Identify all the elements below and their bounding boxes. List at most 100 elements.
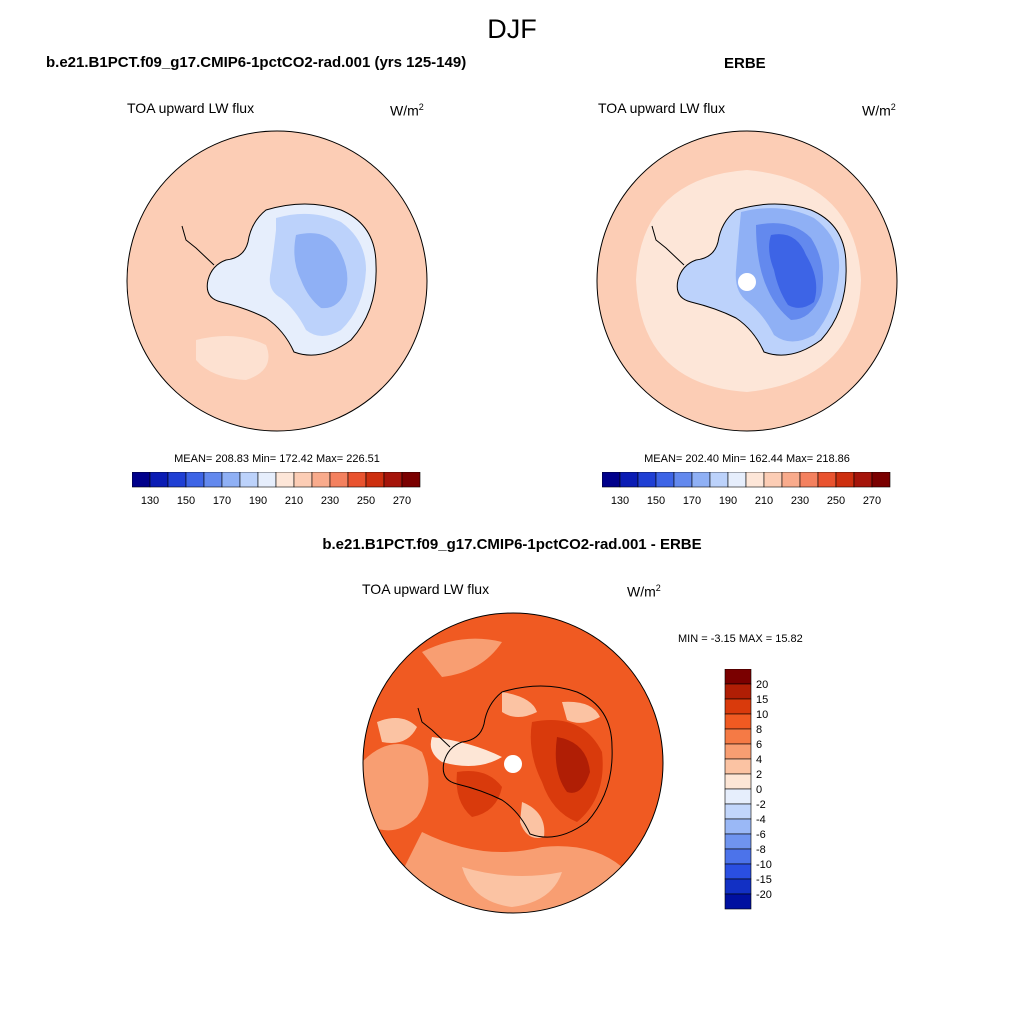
right-colorbar-tick-label: 130 (611, 495, 629, 507)
bottom-colorbar-tick-label: -20 (756, 889, 772, 901)
left-peninsula-coast (181, 225, 215, 266)
left-colorbar-swatch (221, 472, 241, 488)
right-colorbar-swatch (691, 472, 711, 488)
bottom-colorbar-swatch (724, 893, 752, 910)
bottom-variable-label: TOA upward LW flux (362, 581, 490, 597)
left-colorbar-tick-label: 190 (249, 495, 267, 507)
right-colorbar-tick-label: 230 (791, 495, 809, 507)
bottom-colorbar-tick-label: 15 (756, 694, 768, 706)
bottom-diff-pale-2 (377, 718, 417, 743)
bottom-colorbar-tick-label: -8 (756, 844, 766, 856)
right-peninsula-coast (651, 225, 685, 266)
left-units-label: W/m2 (390, 102, 424, 119)
bottom-colorbar-tick-label: 4 (756, 754, 762, 766)
bottom-colorbar-tick-label: 20 (756, 679, 768, 691)
left-colorbar-tick-label: 170 (213, 495, 231, 507)
left-colorbar-swatch (383, 472, 403, 488)
left-colorbar-labels: 130 150 170 190 210 230 250 270 (141, 495, 411, 507)
left-colorbar-swatch (347, 472, 367, 488)
bottom-colorbar-swatch (724, 773, 752, 790)
bottom-colorbar-tick-label: 8 (756, 724, 762, 736)
left-colorbar-swatch (257, 472, 277, 488)
bottom-colorbar-swatch (724, 788, 752, 805)
bottom-diff-pale-1 (462, 867, 562, 907)
bottom-colorbar-swatch (724, 669, 752, 685)
left-colorbar-swatch (311, 472, 331, 488)
right-colorbar-swatch (835, 472, 855, 488)
bottom-colorbar-tick-label: -15 (756, 874, 772, 886)
left-colorbar-tick-label: 150 (177, 495, 195, 507)
right-colorbar-swatch (781, 472, 801, 488)
right-map-border (596, 130, 898, 432)
bottom-diff-dark-2 (456, 771, 502, 817)
left-map-border (126, 130, 428, 432)
right-colorbar-swatch (871, 472, 891, 488)
right-colorbar-tick-label: 270 (863, 495, 881, 507)
right-polar-map (596, 130, 898, 432)
left-colorbar-swatch (149, 472, 169, 488)
left-colorbar-swatch (275, 472, 295, 488)
bottom-diff-darker-1 (555, 737, 590, 793)
right-colorbar-tick-label: 210 (755, 495, 773, 507)
left-coastline (206, 203, 377, 356)
left-colorbar-swatch (185, 472, 205, 488)
left-stats: MEAN= 208.83 Min= 172.42 Max= 226.51 (174, 453, 380, 465)
bottom-diff-pale-5 (520, 802, 545, 838)
right-colorbar-tick-label: 190 (719, 495, 737, 507)
right-colorbar-tick-label: 150 (647, 495, 665, 507)
bottom-colorbar-tick-label: -10 (756, 859, 772, 871)
bottom-colorbar-swatch (724, 818, 752, 835)
right-colorbar-tick-label: 250 (827, 495, 845, 507)
bottom-colorbar-swatch (724, 683, 752, 700)
right-colorbar-swatch (673, 472, 693, 488)
bottom-colorbar-swatch (724, 743, 752, 760)
left-polar-map (126, 130, 428, 432)
bottom-colorbar-tick-label: 10 (756, 709, 768, 721)
right-colorbar: 130 150 170 190 210 230 250 270 (602, 472, 891, 507)
bottom-colorbar-tick-label: 0 (756, 784, 762, 796)
right-panel-header: ERBE (724, 55, 766, 72)
left-colorbar-tick-label: 270 (393, 495, 411, 507)
right-colorbar-tick-label: 170 (683, 495, 701, 507)
bottom-colorbar-swatch (724, 728, 752, 745)
left-colorbar-swatches (132, 472, 421, 488)
bottom-colorbar-swatch (724, 863, 752, 880)
left-colorbar-swatch (401, 472, 421, 488)
left-pale-patch (196, 336, 269, 380)
left-colorbar: 130 150 170 190 210 230 250 270 (132, 472, 421, 507)
figure-title: DJF (487, 14, 537, 44)
bottom-colorbar-swatch (724, 803, 752, 820)
bottom-coastline (442, 685, 613, 838)
right-colorbar-swatch (709, 472, 729, 488)
left-variable-label: TOA upward LW flux (127, 100, 255, 116)
bottom-diff-light-3 (422, 638, 502, 677)
bottom-map-border (362, 612, 664, 914)
right-colorbar-swatch (799, 472, 819, 488)
bottom-units-label: W/m2 (627, 583, 661, 600)
bottom-colorbar-swatch (724, 878, 752, 895)
right-colorbar-swatch (745, 472, 765, 488)
bottom-colorbar-swatch (724, 833, 752, 850)
left-colorbar-swatch (239, 472, 259, 488)
left-colorbar-swatch (132, 472, 151, 488)
right-colorbar-swatch (637, 472, 657, 488)
bottom-colorbar-swatch (724, 758, 752, 775)
right-coastline (676, 203, 847, 356)
left-colorbar-swatch (293, 472, 313, 488)
bottom-colorbar-tick-label: -4 (756, 814, 766, 826)
right-colorbar-swatch (727, 472, 747, 488)
right-colorbar-swatches (602, 472, 891, 488)
right-stats: MEAN= 202.40 Min= 162.44 Max= 218.86 (644, 453, 850, 465)
bottom-diff-pale-3 (562, 701, 600, 723)
right-colorbar-swatch (763, 472, 783, 488)
bottom-polar-map (362, 612, 664, 914)
right-ice-contour-4 (769, 234, 817, 308)
left-panel-header: b.e21.B1PCT.f09_g17.CMIP6-1pctCO2-rad.00… (46, 54, 467, 71)
right-colorbar-swatch (602, 472, 621, 488)
right-colorbar-swatch (817, 472, 837, 488)
left-ice-contour-3 (294, 233, 348, 309)
bottom-colorbar-swatch (724, 848, 752, 865)
bottom-colorbar-tick-label: -2 (756, 799, 766, 811)
